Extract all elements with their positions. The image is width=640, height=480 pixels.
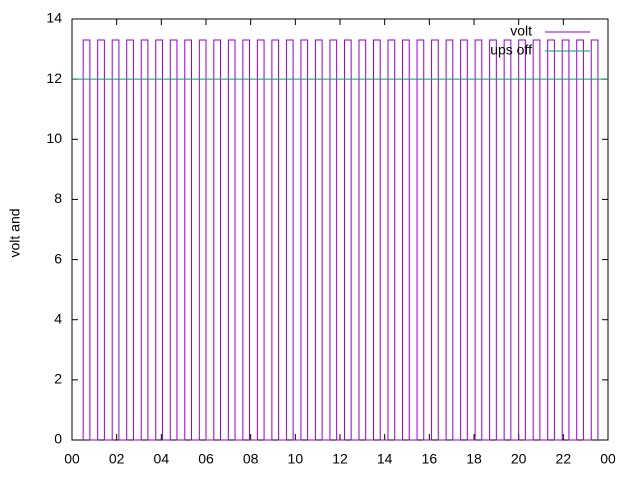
x-tick-label: 00 bbox=[600, 451, 616, 467]
y-axis-label: volt and bbox=[7, 208, 23, 257]
y-tick-label: 6 bbox=[54, 250, 62, 266]
y-tick-label: 8 bbox=[54, 190, 62, 206]
x-tick-label: 14 bbox=[377, 451, 393, 467]
y-tick-label: 0 bbox=[54, 431, 62, 447]
y-tick-label: 12 bbox=[46, 70, 62, 86]
x-tick-label: 18 bbox=[466, 451, 482, 467]
x-tick-label: 12 bbox=[332, 451, 348, 467]
x-tick-label: 10 bbox=[288, 451, 304, 467]
x-tick-label: 16 bbox=[422, 451, 438, 467]
legend-label: ups off bbox=[490, 42, 532, 58]
legend-label: volt bbox=[510, 23, 532, 39]
x-tick-label: 02 bbox=[109, 451, 125, 467]
x-tick-label: 00 bbox=[64, 451, 80, 467]
x-tick-label: 06 bbox=[198, 451, 214, 467]
x-tick-label: 22 bbox=[556, 451, 572, 467]
y-tick-label: 10 bbox=[46, 130, 62, 146]
y-tick-label: 2 bbox=[54, 371, 62, 387]
plot-border bbox=[71, 18, 609, 441]
x-tick-label: 08 bbox=[243, 451, 259, 467]
y-tick-label: 4 bbox=[54, 310, 62, 326]
series-line bbox=[82, 39, 599, 441]
x-tick-label: 20 bbox=[511, 451, 527, 467]
y-tick-label: 14 bbox=[46, 10, 62, 26]
x-tick-label: 04 bbox=[154, 451, 170, 467]
